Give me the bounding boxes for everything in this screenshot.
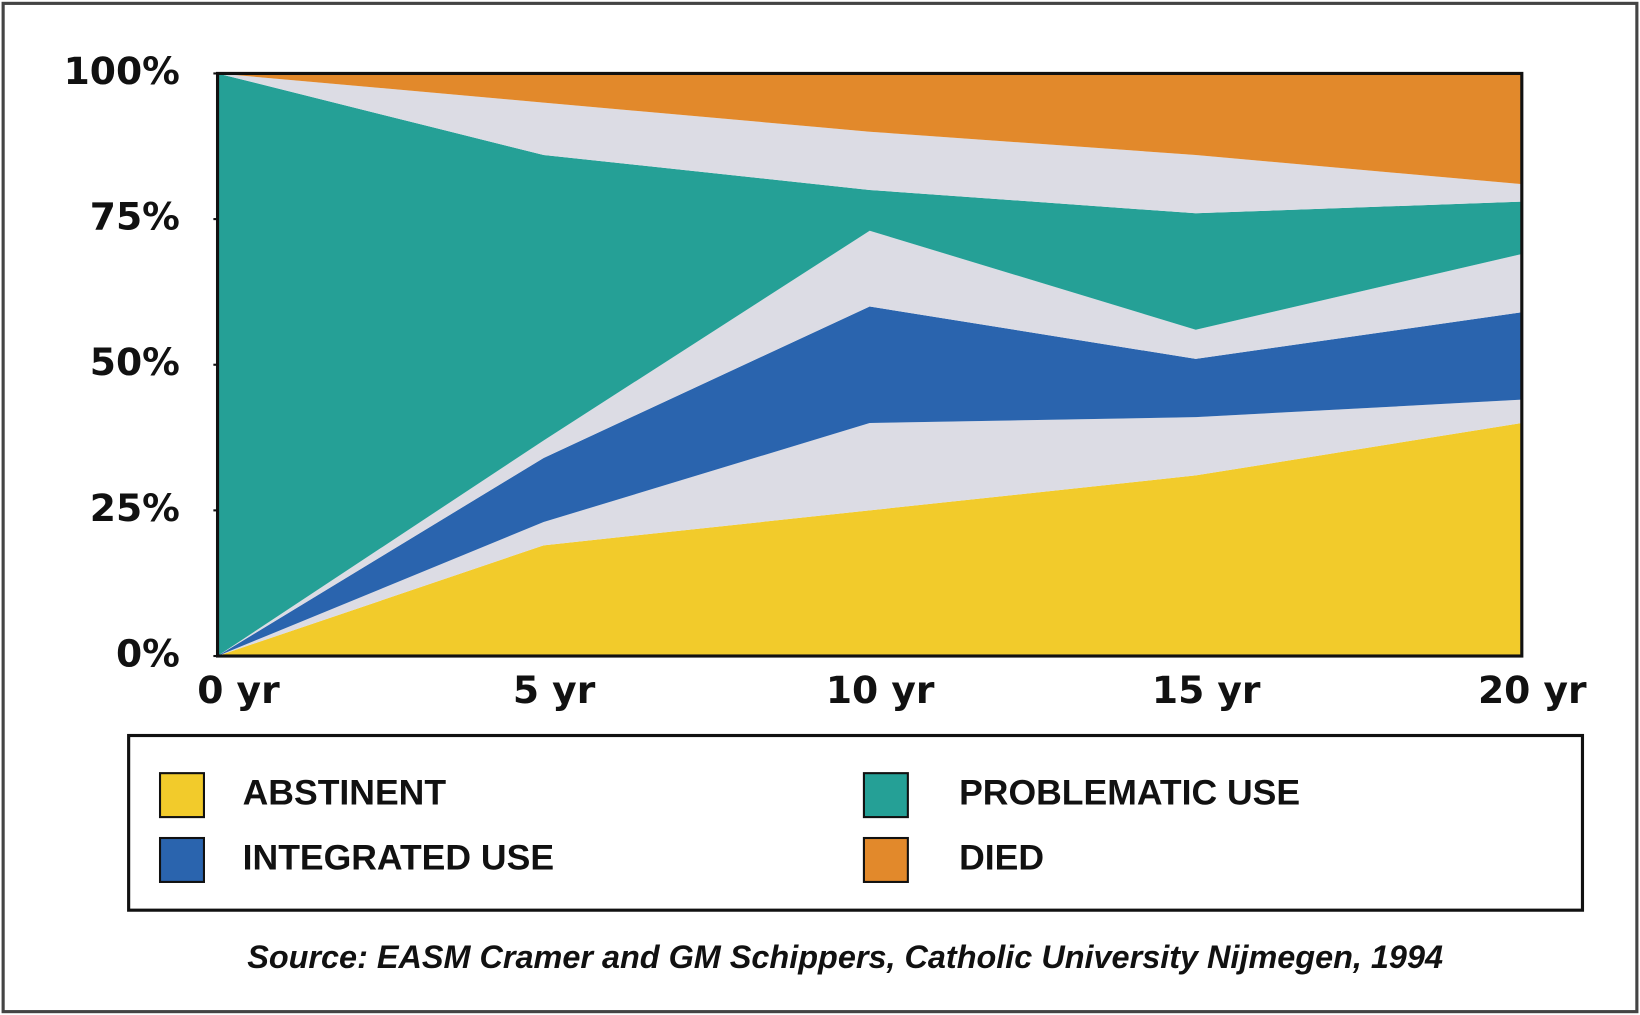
legend <box>127 733 1585 912</box>
y-tick-label: 100% <box>64 49 180 93</box>
area <box>217 306 1522 657</box>
legend-swatch <box>158 836 205 883</box>
legend-label: PROBLEMATIC USE <box>959 773 1300 813</box>
area <box>217 422 1522 657</box>
legend-swatch <box>862 836 909 883</box>
x-tick-label: 20 yr <box>1478 668 1587 712</box>
legend-label: DIED <box>959 837 1044 877</box>
legend-label: ABSTINENT <box>243 773 447 813</box>
legend-swatch <box>158 772 205 819</box>
legend-swatch <box>862 772 909 819</box>
source: Source: EASM Cramer and GM Schippers, Ca… <box>247 939 1443 975</box>
x-tick-label: 5 yr <box>513 668 596 712</box>
legend-label: INTEGRATED USE <box>243 837 554 877</box>
x-tick-label: 15 yr <box>1152 668 1261 712</box>
area <box>217 399 1522 657</box>
y-tick-label: 0% <box>116 632 180 676</box>
y-tick-label: 50% <box>90 340 180 384</box>
x-tick-label: 10 yr <box>826 668 935 712</box>
area <box>217 73 1522 657</box>
area <box>217 73 1522 185</box>
plot <box>217 73 1522 657</box>
y-tick-label: 25% <box>90 486 180 530</box>
area <box>217 230 1522 657</box>
area <box>217 73 1522 214</box>
y-tick-label: 75% <box>90 195 180 239</box>
x-tick-label: 0 yr <box>197 668 280 712</box>
